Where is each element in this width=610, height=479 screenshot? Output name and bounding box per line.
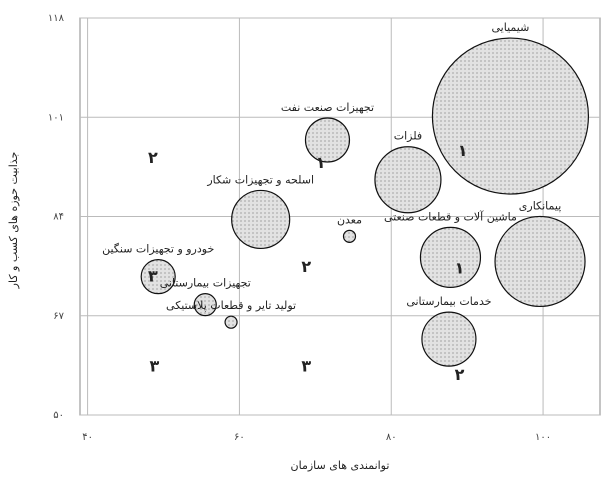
y-tick-label: ۱۱۸ (48, 13, 65, 24)
bubble-label: ماشین آلات و قطعات صنعتی (384, 209, 517, 223)
bubble (374, 146, 442, 214)
y-tick-label: ۸۴ (53, 212, 64, 223)
bubble-label: پیمانکاری (519, 199, 562, 212)
bubble-label: تجهیزات بیمارستانی (160, 277, 251, 290)
x-axis-label: توانمندی های سازمان (291, 459, 390, 472)
x-tick-label: ۴۰ (82, 432, 93, 443)
x-tick-label: ۸۰ (386, 432, 397, 443)
y-tick-label: ۱۰۱ (48, 112, 64, 123)
quadrant-number: ۳ (301, 357, 311, 376)
y-axis-label: جذابیت حوزه های کسب و کار (7, 152, 20, 290)
bubble (224, 315, 238, 329)
bubble (494, 215, 586, 308)
quadrant-number: ۱ (455, 259, 465, 278)
bubble-label: اسلحه و تجهیزات شکار (206, 173, 314, 186)
bubble (421, 311, 477, 367)
bubble-label: خدمات بیمارستانی (406, 295, 491, 308)
bubble-label: تجهیزات صنعت نفت (281, 101, 374, 114)
bubble (304, 117, 351, 163)
bubble-label: تولید تایر و قطعات پلاستیکی (166, 299, 296, 312)
quadrant-number: ۱ (458, 141, 468, 160)
bubble (342, 229, 357, 243)
quadrant-number: ۲ (455, 365, 465, 384)
x-tick-label: ۶۰ (234, 432, 245, 443)
bubble-label: شیمیایی (492, 21, 530, 34)
bubble-label: فلزات (394, 130, 422, 143)
quadrant-number: ۲ (148, 148, 158, 167)
y-tick-label: ۶۷ (53, 311, 64, 322)
quadrant-number: ۱ (316, 153, 326, 172)
quadrant-number: ۳ (150, 357, 160, 376)
quadrant-number: ۳ (148, 267, 158, 286)
y-tick-label: ۵۰ (53, 410, 64, 421)
bubble-label: خودرو و تجهیزات سنگین (102, 243, 214, 256)
bubble (193, 293, 217, 317)
bubble (431, 37, 590, 195)
bubble-label: معدن (337, 213, 362, 226)
bubble (419, 226, 482, 288)
quadrant-number: ۲ (301, 257, 311, 276)
bubble (231, 189, 291, 250)
x-tick-label: ۱۰۰ (535, 432, 551, 443)
bubble (140, 259, 176, 295)
